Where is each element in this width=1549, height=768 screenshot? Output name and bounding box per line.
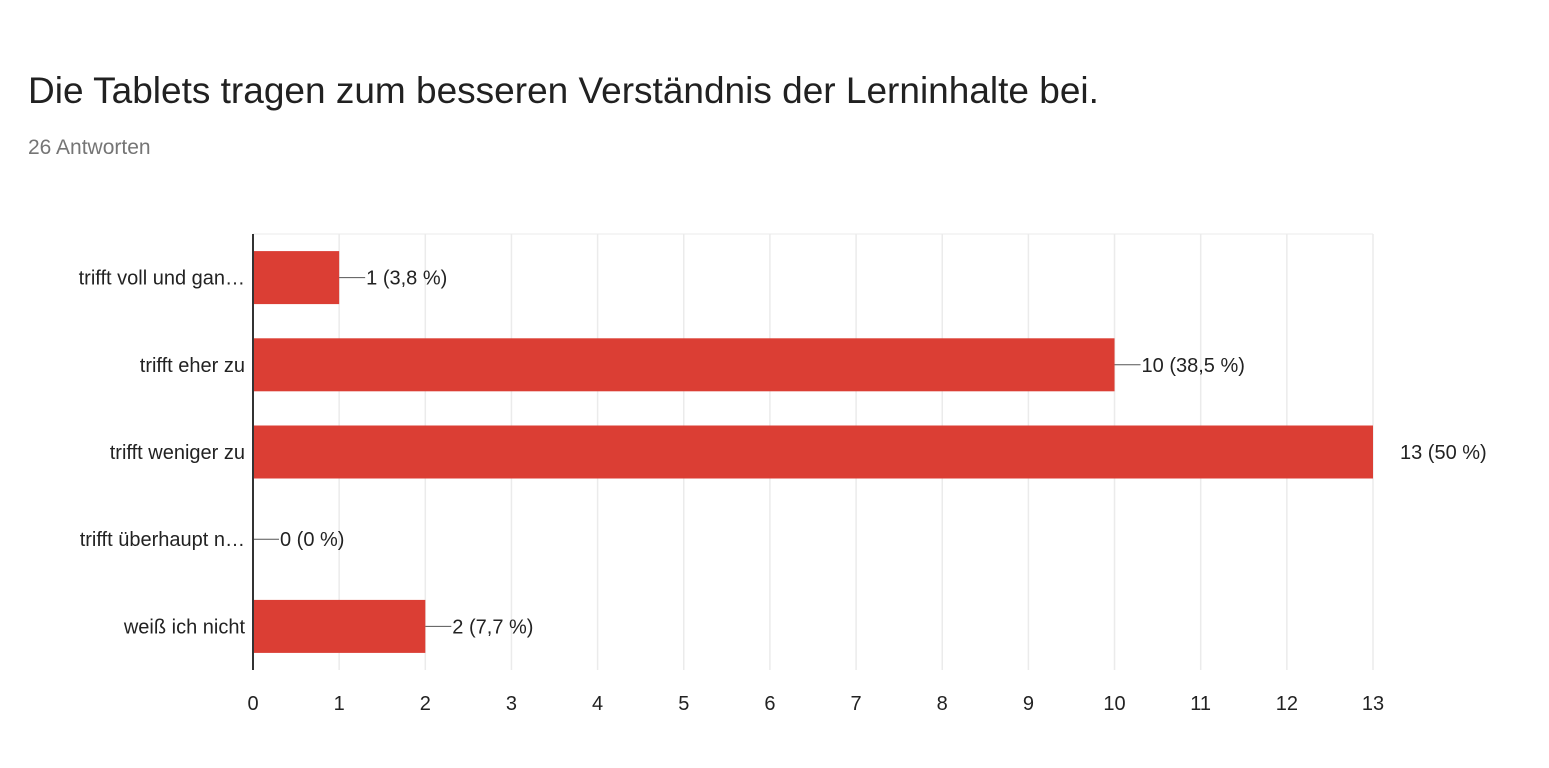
x-tick-label: 5 (678, 693, 689, 715)
bar (253, 425, 1373, 479)
bar (253, 251, 340, 305)
x-tick-label: 4 (592, 693, 603, 715)
bar (253, 599, 426, 653)
data-label: 13 (50 %) (1400, 442, 1487, 464)
x-tick-label: 13 (1362, 693, 1384, 715)
response-count: 26 Antworten (28, 136, 151, 159)
x-tick-label: 11 (1190, 693, 1211, 715)
category-label: trifft weniger zu (110, 442, 245, 464)
x-tick-label: 8 (937, 693, 948, 715)
category-label: trifft voll und gan… (79, 268, 245, 290)
x-tick-label: 12 (1276, 693, 1298, 715)
x-tick-label: 10 (1103, 693, 1125, 715)
chart-title: Die Tablets tragen zum besseren Verständ… (28, 70, 1099, 111)
data-label: 10 (38,5 %) (1142, 355, 1245, 377)
category-label: trifft überhaupt n… (80, 529, 245, 551)
x-tick-label: 3 (506, 693, 517, 715)
x-tick-label: 9 (1023, 693, 1034, 715)
bar (253, 338, 1115, 392)
category-label: weiß ich nicht (123, 616, 246, 638)
category-label: trifft eher zu (140, 355, 245, 377)
data-label: 1 (3,8 %) (366, 268, 447, 290)
x-tick-label: 0 (247, 693, 258, 715)
x-tick-label: 1 (334, 693, 345, 715)
data-label: 0 (0 %) (280, 529, 344, 551)
x-tick-label: 7 (851, 693, 862, 715)
x-tick-label: 2 (420, 693, 431, 715)
x-tick-label: 6 (764, 693, 775, 715)
data-label: 2 (7,7 %) (452, 616, 533, 638)
